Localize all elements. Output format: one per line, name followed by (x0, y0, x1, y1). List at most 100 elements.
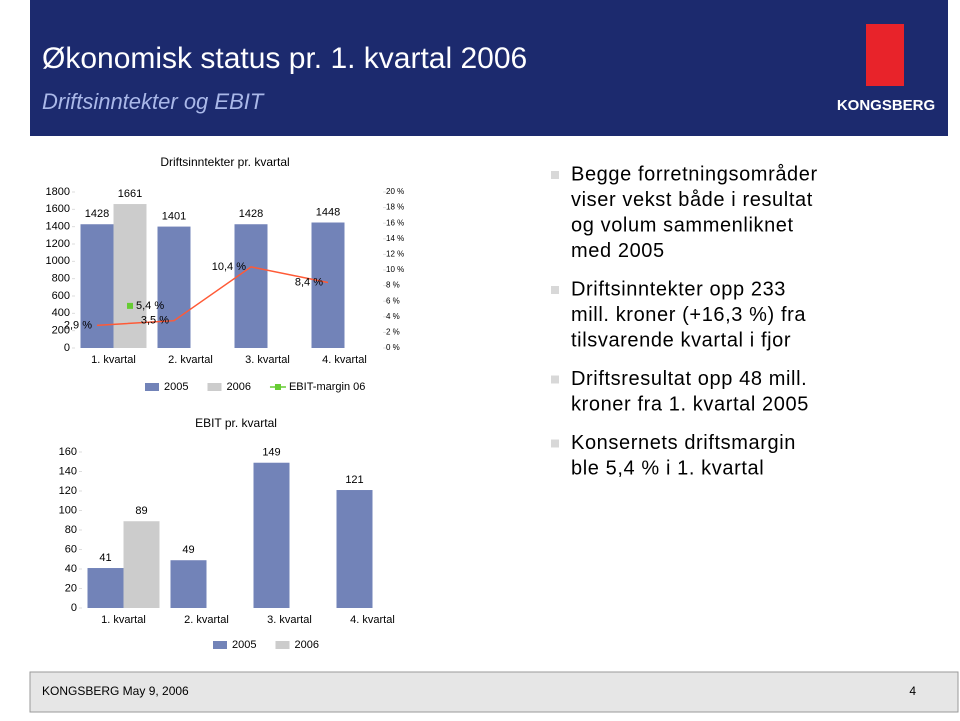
bar (170, 560, 207, 608)
bar (311, 222, 345, 348)
x-tick-label: 4. kvartal (350, 614, 395, 626)
legend-swatch (275, 641, 290, 649)
bullet-text: viser vekst både i resultat (571, 189, 813, 211)
legend-marker (274, 384, 281, 390)
bullet-marker (551, 286, 559, 294)
chart-title: Driftsinntekter pr. kvartal (160, 155, 289, 169)
y-tick-label: 40 (65, 563, 77, 575)
y-tick-label: 0 (64, 342, 70, 354)
y-tick-label: 1800 (46, 186, 70, 198)
bullet-text: Driftsinntekter opp 233 (571, 278, 786, 300)
line-label: 8,4 % (295, 276, 323, 288)
y2-tick-label: 20 % (386, 187, 404, 196)
line-label: 10,4 % (212, 261, 246, 273)
y-tick-label: 200 (52, 325, 70, 337)
bar-label: 89 (135, 505, 147, 517)
bar-label: 1661 (118, 188, 142, 200)
line-label: 2,9 % (64, 319, 92, 331)
y-tick-label: 100 (59, 504, 77, 516)
y2-tick-label: 8 % (386, 281, 400, 290)
y2-tick-label: 6 % (386, 296, 400, 305)
y2-tick-label: 18 % (386, 203, 404, 212)
bullet-marker (551, 439, 559, 448)
y2-tick-label: 10 % (386, 265, 404, 274)
line-label: 3,5 % (141, 315, 169, 327)
legend-swatch (145, 383, 159, 391)
bullet-text: Begge forretningsområder (571, 163, 818, 185)
logo-emblem (866, 24, 904, 86)
bullet-text: med 2005 (571, 240, 665, 262)
bar (87, 568, 124, 608)
legend-swatch (207, 383, 222, 391)
y-tick-label: 400 (52, 307, 70, 319)
x-tick-label: 4. kvartal (322, 354, 367, 366)
x-tick-label: 2. kvartal (184, 614, 229, 626)
bar (336, 490, 373, 608)
y2-tick-label: 4 % (386, 312, 400, 321)
bar-label: 149 (262, 447, 280, 459)
line-label: 5,4 % (136, 300, 164, 312)
y-tick-label: 800 (52, 273, 70, 285)
footer-band (29, 671, 959, 713)
bar-label: 1428 (85, 208, 109, 220)
bar-label: 49 (182, 544, 194, 556)
line-marker (127, 302, 133, 309)
header-subtitle: Driftsinntekter og EBIT (42, 89, 265, 114)
legend-label: 2005 (164, 381, 188, 393)
bullet-text: og volum sammenliknet (571, 214, 794, 236)
header-band (30, 0, 948, 136)
x-tick-label: 2. kvartal (168, 354, 213, 366)
bullet-marker (551, 375, 559, 384)
y-tick-label: 600 (52, 290, 70, 302)
bullet-text: ble 5,4 % i 1. kvartal (571, 457, 764, 479)
y-tick-label: 1400 (46, 221, 70, 233)
bar-label: 121 (345, 474, 363, 486)
bar-label: 1448 (316, 206, 340, 218)
y-tick-label: 1200 (46, 238, 70, 250)
y-tick-label: 0 (71, 602, 77, 614)
chart-title: EBIT pr. kvartal (195, 416, 277, 430)
bar-label: 1401 (162, 210, 186, 222)
bullet-text: mill. kroner (+16,3 %) fra (571, 304, 806, 326)
legend-label: 2006 (226, 381, 250, 393)
page-number: 4 (909, 684, 916, 698)
x-tick-label: 1. kvartal (91, 354, 136, 366)
line (96, 266, 329, 327)
y-tick-label: 1000 (46, 255, 70, 267)
y-tick-label: 1600 (46, 203, 70, 215)
y2-tick-label: 0 % (386, 343, 400, 352)
bullet-text: kroner fra 1. kvartal 2005 (571, 393, 809, 415)
bullet-text: tilsvarende kvartal i fjor (571, 329, 791, 351)
legend-label: 2006 (294, 639, 318, 651)
x-tick-label: 3. kvartal (245, 354, 290, 366)
y2-tick-label: 12 % (386, 250, 404, 259)
bar (123, 521, 160, 608)
y2-tick-label: 16 % (386, 218, 404, 227)
legend-swatch (213, 641, 227, 649)
bullet-text: Konsernets driftsmargin (571, 432, 796, 454)
header-title: Økonomisk status pr. 1. kvartal 2006 (42, 42, 527, 75)
y-tick-label: 80 (65, 524, 77, 536)
y-tick-label: 140 (59, 465, 77, 477)
legend-label: 2005 (232, 639, 256, 651)
bullet-text: Driftsresultat opp 48 mill. (571, 368, 807, 390)
bar-label: 41 (99, 552, 111, 564)
bar (80, 224, 114, 348)
footer-text: KONGSBERG May 9, 2006 (42, 684, 189, 698)
x-tick-label: 1. kvartal (101, 614, 146, 626)
y2-tick-label: 14 % (386, 234, 404, 243)
logo-text: KONGSBERG (837, 97, 935, 114)
bar (253, 462, 290, 608)
bar (234, 224, 268, 348)
y2-tick-label: 2 % (386, 328, 400, 337)
y-tick-label: 160 (59, 446, 77, 458)
legend-label: EBIT-margin 06 (289, 381, 365, 393)
bar-label: 1428 (239, 208, 263, 220)
y-tick-label: 60 (65, 543, 77, 555)
y-tick-label: 120 (59, 485, 77, 497)
y-tick-label: 20 (65, 582, 77, 594)
bar (157, 226, 191, 348)
x-tick-label: 3. kvartal (267, 614, 312, 626)
bullet-marker (551, 171, 559, 179)
